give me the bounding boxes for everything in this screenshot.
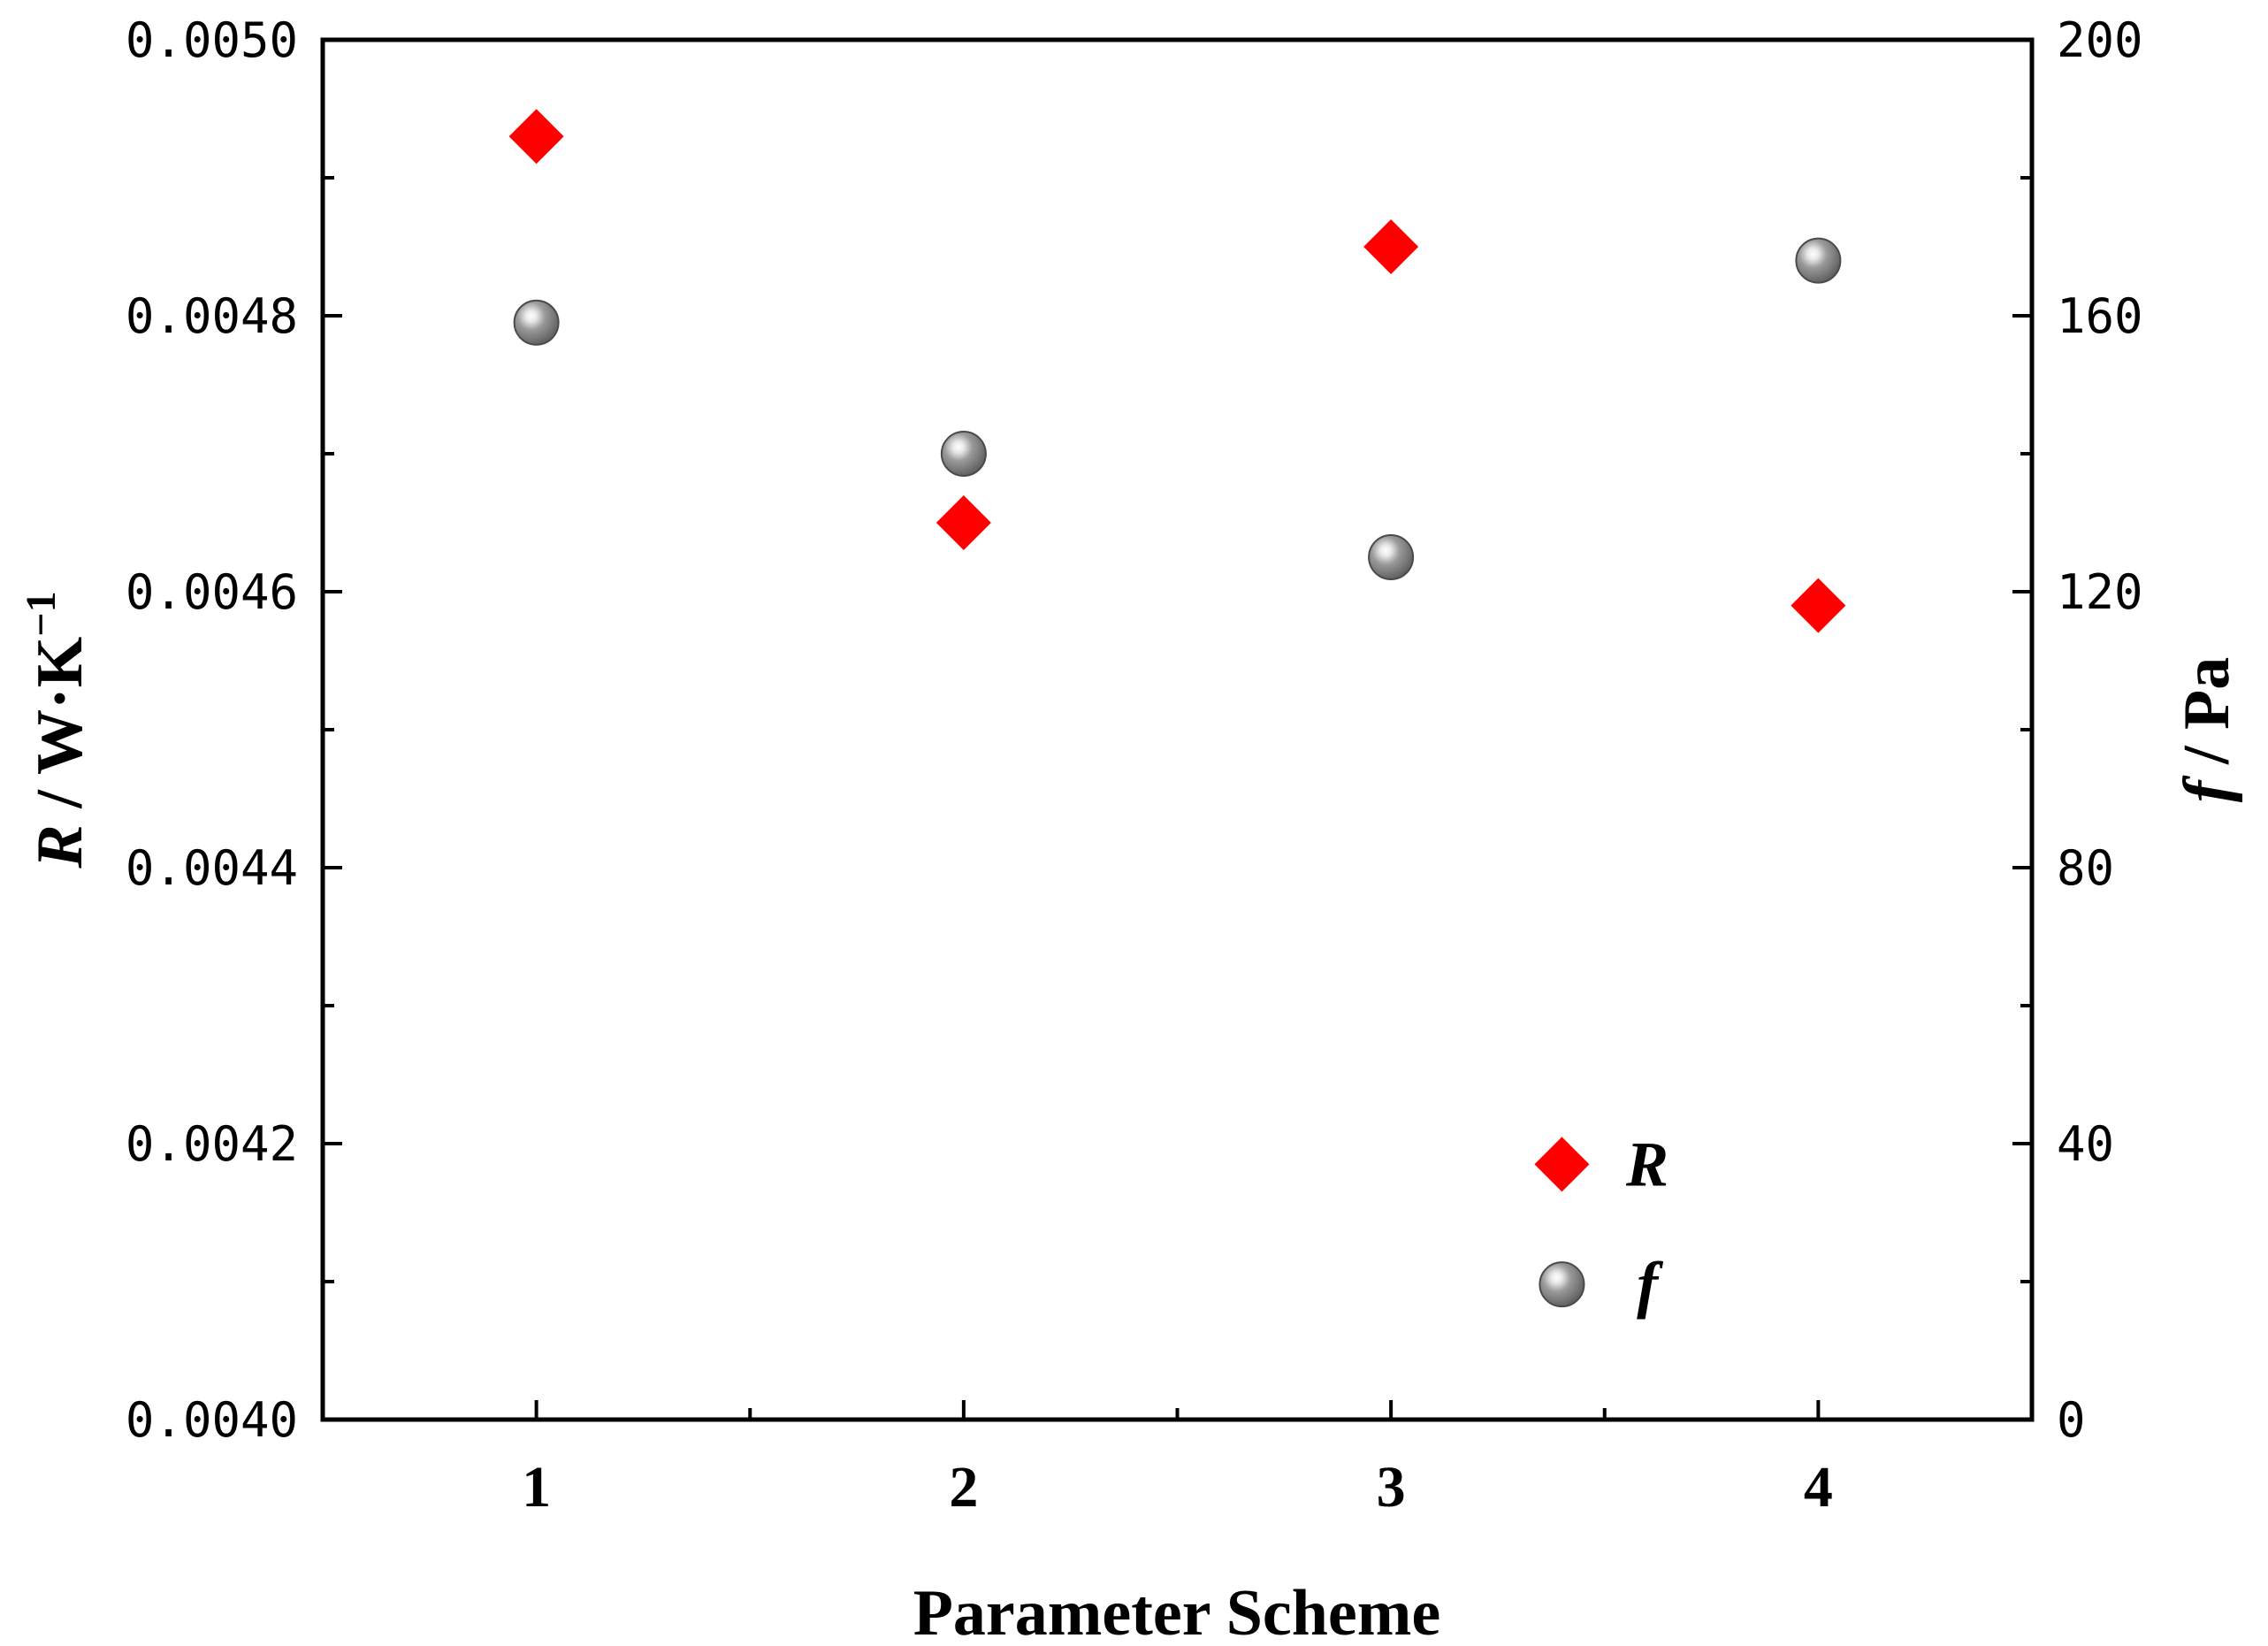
x-tick-label: 3 xyxy=(1377,1455,1406,1520)
left-tick-label: 0.0040 xyxy=(126,1392,298,1448)
right-tick-label: 120 xyxy=(2057,564,2143,620)
right-tick-label: 0 xyxy=(2057,1392,2086,1448)
left-axis-title: R / W·K−1 xyxy=(18,591,96,869)
legend-label-f: f xyxy=(1637,1249,1663,1320)
point-R-1 xyxy=(508,109,564,165)
point-f-1 xyxy=(513,299,560,346)
right-axis-title: f / Pa xyxy=(2171,657,2243,802)
point-f-2 xyxy=(940,431,987,477)
x-tick-label: 2 xyxy=(949,1455,978,1520)
point-R-2 xyxy=(935,495,991,550)
point-f-4 xyxy=(1795,237,1842,284)
legend-label-R: R xyxy=(1625,1129,1669,1199)
left-tick-label: 0.0046 xyxy=(126,564,298,620)
left-tick-label: 0.0042 xyxy=(126,1116,298,1172)
left-axis-ticks: 0.0040 0.0042 0.0044 0.0046 0.0048 0.0050 xyxy=(126,12,342,1448)
point-f-3 xyxy=(1368,534,1415,580)
data-marks xyxy=(508,109,1846,633)
right-tick-label: 80 xyxy=(2057,840,2114,896)
right-axis-ticks: 0 40 80 120 160 200 xyxy=(2012,12,2143,1448)
right-tick-label: 160 xyxy=(2057,288,2143,344)
right-tick-label: 200 xyxy=(2057,12,2143,68)
left-tick-label: 0.0048 xyxy=(126,288,298,344)
left-tick-label: 0.0044 xyxy=(126,840,298,896)
right-tick-label: 40 xyxy=(2057,1116,2114,1172)
point-R-3 xyxy=(1363,219,1419,274)
legend-marker-R xyxy=(1534,1137,1590,1192)
x-tick-label: 1 xyxy=(522,1455,551,1520)
legend-marker-f xyxy=(1539,1261,1585,1308)
left-tick-label: 0.0050 xyxy=(126,12,298,68)
plot-frame xyxy=(320,37,2035,1422)
x-tick-label: 4 xyxy=(1804,1455,1833,1520)
x-axis-ticks: 1 2 3 4 xyxy=(522,1400,1833,1520)
x-axis-title: Parameter Scheme xyxy=(913,1577,1441,1646)
point-R-4 xyxy=(1791,578,1846,633)
legend: Rf xyxy=(1534,1129,1669,1320)
